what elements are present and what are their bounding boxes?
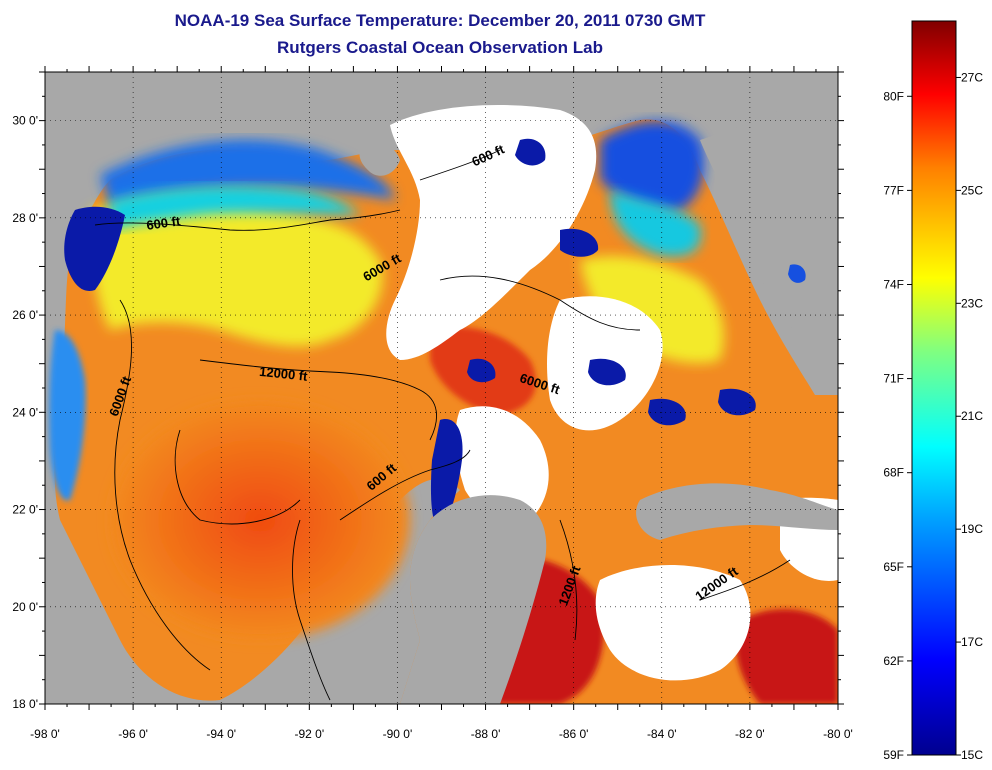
contour-label: 600 ft	[145, 213, 181, 233]
florida-peninsula	[700, 72, 838, 395]
colorbar-fahrenheit-label: 80F	[883, 89, 904, 103]
lat-tick-label: 30 0'	[12, 114, 38, 128]
lon-tick-label: -84 0'	[647, 727, 677, 741]
colorbar-celsius-label: 15C	[961, 748, 983, 762]
sst-band-yellow	[90, 198, 383, 347]
colorbar-fahrenheit-label: 59F	[883, 748, 904, 762]
colorbar-gradient	[911, 20, 957, 756]
lon-tick-label: -80 0'	[823, 727, 853, 741]
colorbar-celsius-label: 19C	[961, 522, 983, 536]
cloud-cover-north	[386, 105, 597, 360]
colorbar-fahrenheit-label: 74F	[883, 277, 904, 291]
cloud-cover-caribbean	[595, 565, 751, 681]
colorbar-celsius-label: 17C	[961, 635, 983, 649]
map-title: NOAA-19 Sea Surface Temperature: Decembe…	[174, 11, 706, 30]
map-subtitle: Rutgers Coastal Ocean Observation Lab	[277, 38, 603, 57]
colorbar-celsius-label: 25C	[961, 183, 983, 197]
sst-band-cyan-north	[110, 185, 360, 230]
contour-1200ft-yucatan	[559, 519, 578, 641]
lon-tick-label: -96 0'	[118, 727, 148, 741]
sst-cold-texas-coast	[64, 206, 125, 291]
cloud-cover-central	[455, 406, 549, 524]
lat-tick-label: 18 0'	[12, 697, 38, 711]
lat-tick-label: 20 0'	[12, 600, 38, 614]
colorbar-celsius-label: 23C	[961, 296, 983, 310]
yucatan-peninsula	[400, 495, 547, 704]
lat-tick-label: 28 0'	[12, 211, 38, 225]
lon-tick-label: -88 0'	[471, 727, 501, 741]
colorbar-fahrenheit-label: 68F	[883, 466, 904, 480]
lon-tick-label: -82 0'	[735, 727, 765, 741]
sst-cyan-florida-shelf	[610, 190, 701, 257]
contour-600ft-northeast	[419, 149, 501, 181]
cloud-edge-patches	[430, 138, 756, 530]
sst-cold-florida-shelf	[600, 121, 704, 211]
map-gridlines	[45, 72, 838, 704]
contour-12000ft-caribbean	[699, 559, 791, 601]
cuba	[636, 483, 838, 540]
lon-tick-label: -98 0'	[30, 727, 60, 741]
lat-tick-label: 24 0'	[12, 405, 38, 419]
contour-12000ft	[199, 359, 437, 441]
lat-tick-label: 22 0'	[12, 503, 38, 517]
bathymetry-contours	[94, 149, 791, 701]
sst-warm-core	[110, 400, 410, 640]
axis-tick-labels: -98 0' -96 0' -94 0' -92 0' -90 0' -88 0' -86 …	[12, 114, 852, 741]
mississippi-delta	[359, 144, 400, 176]
lon-tick-label: -90 0'	[383, 727, 413, 741]
sst-cool-west-coast	[49, 330, 86, 501]
lon-tick-label: -92 0'	[295, 727, 325, 741]
sst-band-cold-north	[100, 139, 395, 205]
colorbar-fahrenheit-label: 65F	[883, 560, 904, 574]
contour-6000ft-central	[439, 275, 641, 331]
lon-tick-label: -86 0'	[559, 727, 589, 741]
colorbar-celsius-label: 27C	[961, 70, 983, 84]
colorbar-fahrenheit-label: 71F	[883, 372, 904, 386]
contour-12000ft-inner	[174, 429, 301, 525]
colorbar-celsius-label: 21C	[961, 409, 983, 423]
lat-tick-label: 26 0'	[12, 308, 38, 322]
contour-600ft-south	[292, 519, 331, 701]
lon-tick-label: -94 0'	[206, 727, 236, 741]
contour-600ft-campeche	[339, 449, 471, 521]
colorbar-fahrenheit-label: 62F	[883, 654, 904, 668]
contour-label: 12000 ft	[259, 364, 309, 384]
sst-caribbean-hot-east	[736, 609, 838, 704]
frame-ticks	[39, 66, 844, 710]
contour-600ft-north	[94, 209, 401, 231]
bahamas-patch	[788, 264, 806, 283]
cuba-northern-cay	[700, 503, 723, 520]
colorbar-labels: 27C 25C 23C 21C 19C 17C 15C 80F 77F 74F 71F 68F 65F 6…	[883, 70, 983, 762]
colorbar-fahrenheit-label: 77F	[883, 183, 904, 197]
contour-6000ft-west	[114, 299, 211, 671]
temperature-colorbar: 27C 25C 23C 21C 19C 17C 15C 80F 77F 74F 71F 68F 65F 6…	[883, 20, 983, 762]
sst-band-yellow-east	[580, 256, 724, 364]
